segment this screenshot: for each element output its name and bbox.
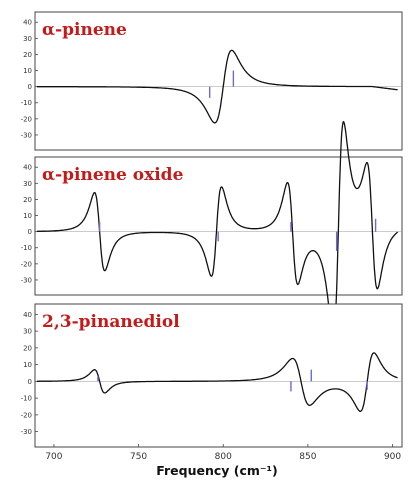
y-tick-label: -20 xyxy=(21,115,32,123)
x-tick-label: 700 xyxy=(45,452,62,462)
y-tick-label: 0 xyxy=(28,228,32,236)
y-tick-label: 20 xyxy=(23,51,32,59)
y-tick-label: 40 xyxy=(23,311,32,319)
spectrum-panel-1: 40 30 20 10 0 -10 -20 -30 α-pinene xyxy=(21,11,403,151)
y-tick-label: 20 xyxy=(23,196,32,204)
panel-title: α-pinene oxide xyxy=(42,165,184,185)
panel-title: α-pinene xyxy=(42,20,127,40)
y-tick-label: -20 xyxy=(21,260,32,268)
panel-title: 2,3-pinanediol xyxy=(42,312,180,332)
y-tick-label: 30 xyxy=(23,180,32,188)
y-tick-label: 10 xyxy=(23,361,32,369)
x-tick-label: 800 xyxy=(215,452,232,462)
spectrum-panel-2: 40 30 20 10 0 -10 -20 -30 α-pinene oxide xyxy=(21,120,403,339)
spectrum-panel-3: 40 30 20 10 0 -10 -20 -30 2,3-pinanediol xyxy=(21,303,403,448)
y-tick-label: -30 xyxy=(21,131,32,139)
y-tick-label: -10 xyxy=(21,395,32,403)
vcd-spectrum-line xyxy=(37,49,398,124)
x-tick-label: 850 xyxy=(299,452,316,462)
y-tick-label: 10 xyxy=(23,67,32,75)
y-tick-label: 40 xyxy=(23,19,32,27)
y-tick-label: 0 xyxy=(28,378,32,386)
y-tick-label: 40 xyxy=(23,164,32,172)
y-tick-label: 10 xyxy=(23,212,32,220)
y-tick-label: 20 xyxy=(23,344,32,352)
vcd-spectrum-line xyxy=(37,120,399,339)
panel-frame xyxy=(34,11,403,151)
panel-frame xyxy=(34,303,403,448)
x-axis-label: Frequency (cm⁻¹) xyxy=(156,463,277,478)
panel-frame xyxy=(34,156,403,296)
vcd-spectrum-line xyxy=(37,352,398,412)
y-tick-label: -30 xyxy=(21,276,32,284)
y-tick-label: -10 xyxy=(21,99,32,107)
y-tick-label: 30 xyxy=(23,35,32,43)
y-tick-label: -20 xyxy=(21,411,32,419)
y-tick-label: 30 xyxy=(23,328,32,336)
x-tick-label: 900 xyxy=(384,452,401,462)
y-tick-label: 0 xyxy=(28,83,32,91)
y-tick-label: -10 xyxy=(21,244,32,252)
y-tick-label: -30 xyxy=(21,428,32,436)
x-tick-label: 750 xyxy=(130,452,147,462)
